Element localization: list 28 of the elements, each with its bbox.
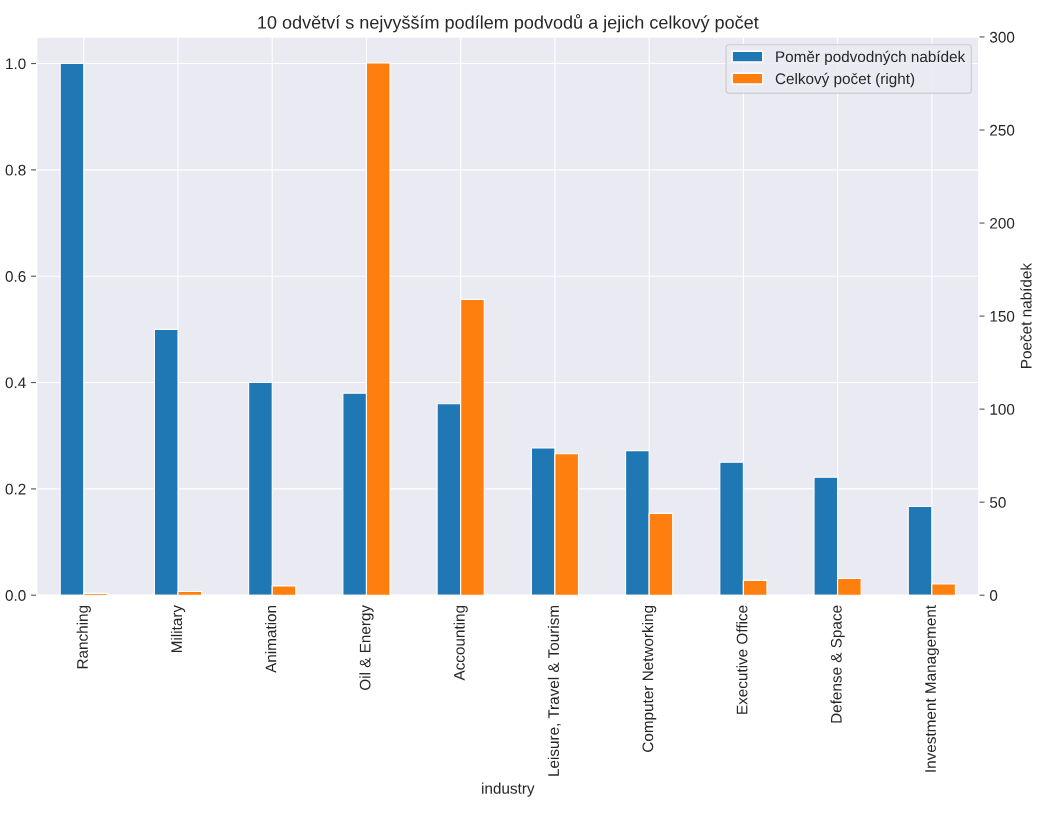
chart-title: 10 odvětví s nejvyšším podílem podvodů a jejich celkový počet bbox=[258, 14, 759, 33]
x-tick-label: Oil & Energy bbox=[359, 604, 374, 690]
x-tick-label: Computer Networking bbox=[642, 605, 657, 752]
y2-tick-label: 0 bbox=[989, 590, 998, 601]
x-tick-label: Accounting bbox=[453, 605, 468, 681]
y-tick-label: 1.0 bbox=[6, 58, 26, 70]
y2-tick-label: 150 bbox=[990, 310, 1015, 322]
y2-tick-label: 300 bbox=[989, 31, 1015, 43]
legend-label: Celkový počet (right) bbox=[775, 72, 915, 88]
x-axis-title: industry bbox=[482, 782, 535, 797]
y-tick-label: 0.8 bbox=[5, 164, 26, 176]
y-tick-label: 0.6 bbox=[5, 271, 26, 282]
y2-tick-label: 250 bbox=[990, 124, 1015, 136]
x-tick-label: Leisure, Travel & Tourism bbox=[547, 605, 561, 776]
x-tick-label: Defense & Space bbox=[830, 605, 845, 723]
y-tick-label: 0.4 bbox=[5, 377, 26, 389]
y2-tick-label: 100 bbox=[990, 404, 1015, 415]
x-tick-label: Animation bbox=[265, 605, 277, 673]
x-tick-label: Ranching bbox=[76, 605, 91, 669]
y-tick-label: 0.0 bbox=[5, 590, 26, 601]
y2-tick-label: 200 bbox=[990, 217, 1015, 229]
y-tick-label: 0.2 bbox=[5, 483, 26, 495]
y2-tick-label: 50 bbox=[989, 497, 1006, 508]
legend-label: Poměr podvodných nabídek bbox=[776, 50, 966, 66]
x-tick-label: Executive Office bbox=[736, 605, 748, 714]
x-tick-label: Military bbox=[170, 604, 186, 653]
x-tick-label: Investment Management bbox=[925, 605, 939, 772]
y2-axis-title: Poečet nabídek bbox=[1020, 262, 1032, 368]
